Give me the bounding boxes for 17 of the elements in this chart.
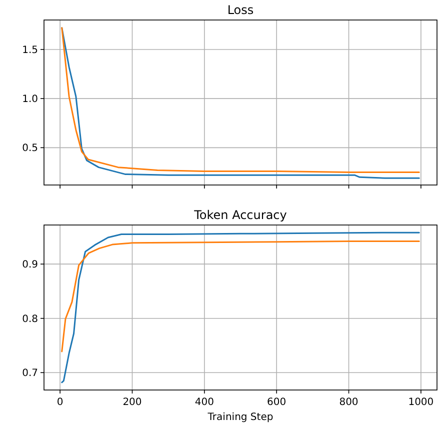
- y-tick-label: 0.5: [22, 143, 38, 154]
- x-tick-label: 200: [122, 397, 142, 408]
- x-tick-label: 0: [56, 397, 64, 408]
- line-series: [61, 240, 420, 352]
- line-series: [61, 232, 420, 384]
- x-tick-label: 600: [267, 397, 286, 408]
- chart-title: Loss: [227, 3, 254, 17]
- x-tick-label: 1000: [408, 397, 434, 408]
- y-tick-label: 1.0: [22, 94, 38, 106]
- y-tick-label: 0.7: [22, 368, 38, 380]
- x-tick-label: 800: [339, 397, 358, 408]
- y-tick-label: 0.9: [22, 260, 38, 271]
- x-axis-title: Training Step: [206, 412, 274, 423]
- y-tick-label: 0.8: [22, 314, 38, 325]
- y-tick-label: 1.5: [22, 44, 38, 56]
- x-tick-label: 400: [194, 397, 214, 408]
- chart-title: Token Accuracy: [193, 208, 287, 222]
